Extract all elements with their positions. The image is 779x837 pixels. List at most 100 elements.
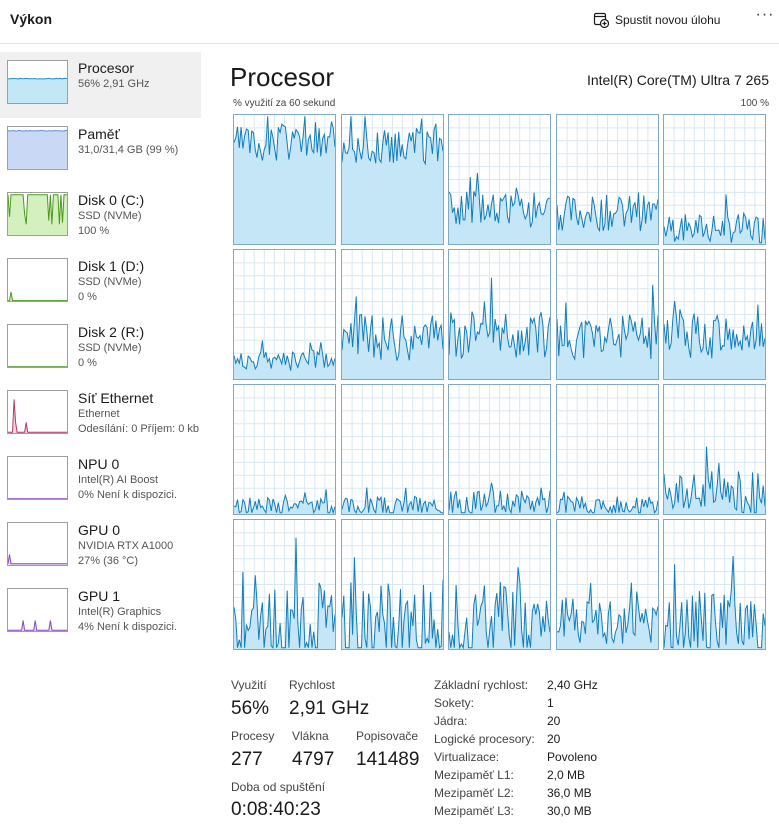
more-options-button[interactable]: ··· — [755, 6, 775, 23]
core-graph-18 — [555, 519, 659, 650]
utilization-max-label: 100 % — [740, 98, 769, 109]
core-graph-14 — [663, 384, 766, 515]
spec-key: Mezipaměť L2: — [434, 786, 514, 800]
spec-row: Mezipaměť L1: 2,0 MB — [434, 768, 634, 786]
sidebar-item-gpu-0[interactable]: GPU 0 NVIDIA RTX A1000 27% (36 °C) — [0, 514, 201, 580]
thumb-1-area — [8, 130, 67, 169]
disk-0-thumbnail — [7, 192, 68, 236]
core-9-area — [664, 301, 765, 379]
core-14-line — [664, 446, 765, 514]
core-graph-5 — [233, 249, 336, 380]
core-graph-svg — [449, 520, 550, 649]
handles-value: 141489 — [356, 749, 420, 770]
threads-value: 4797 — [292, 749, 335, 770]
sidebar-item-disk-1[interactable]: Disk 1 (D:) SSD (NVMe) 0 % — [0, 250, 201, 316]
core-graph-8 — [555, 249, 659, 380]
spec-key: Logické procesory: — [434, 732, 535, 746]
thumbnail-svg — [8, 194, 67, 235]
core-graph-10 — [233, 384, 336, 515]
core-5-line — [234, 340, 335, 371]
spec-row: Virtualizace: Povoleno — [434, 750, 634, 768]
core-16-line — [341, 557, 443, 649]
disk-2-thumbnail — [7, 324, 68, 368]
speed-label: Rychlost — [289, 678, 336, 692]
sidebar-item-disk-2[interactable]: Disk 2 (R:) SSD (NVMe) 0 % — [0, 316, 201, 382]
core-graph-svg — [341, 520, 443, 649]
sidebar-item-npu-0[interactable]: NPU 0 Intel(R) AI Boost 0% Není k dispoz… — [0, 448, 201, 514]
core-graph-svg — [556, 520, 658, 649]
sidebar-item-ethernet[interactable]: Síť Ethernet Ethernet Odesílání: 0 Příje… — [0, 382, 201, 448]
core-0-line — [234, 116, 335, 161]
thumbnail-svg — [8, 366, 67, 367]
sidebar-item-detail-2: 100 % — [78, 225, 110, 237]
core-graph-12 — [448, 384, 551, 515]
core-13-line — [556, 491, 658, 514]
core-15-line — [234, 537, 335, 649]
core-graph-0 — [233, 114, 336, 245]
core-graph-svg — [556, 115, 658, 244]
spec-row: Mezipaměť L3: 30,0 MB — [434, 804, 634, 822]
core-graph-svg — [449, 250, 550, 379]
core-graph-svg — [341, 385, 443, 514]
speed-value: 2,91 GHz — [289, 698, 370, 719]
gpu-1-thumbnail — [7, 588, 68, 632]
core-graph-svg — [234, 250, 335, 379]
spec-key: Základní rychlost: — [434, 678, 529, 692]
utilization-axis-label: % využití za 60 sekund — [233, 98, 336, 109]
top-bar: Výkon Spustit novou úlohu ··· — [0, 0, 779, 44]
spec-value: Povoleno — [547, 750, 598, 764]
sidebar-item-gpu-1[interactable]: GPU 1 Intel(R) Graphics 4% Není k dispoz… — [0, 580, 201, 646]
core-14-area — [664, 446, 765, 514]
core-4-line — [664, 194, 765, 244]
thumb-8-area — [8, 620, 67, 631]
core-7-line — [449, 277, 550, 359]
sidebar-item-label: Síť Ethernet — [78, 390, 154, 406]
sidebar-item-disk-0[interactable]: Disk 0 (C:) SSD (NVMe) 100 % — [0, 184, 201, 250]
thumb-2-area — [8, 194, 67, 235]
thumb-0-line — [8, 77, 67, 80]
core-graph-2 — [448, 114, 551, 245]
sidebar-item-detail: Intel(R) AI Boost — [78, 474, 159, 486]
core-2-area — [449, 172, 550, 244]
sidebar-item-label: Paměť — [78, 126, 120, 142]
core-graph-9 — [663, 249, 766, 380]
core-graph-svg — [664, 250, 765, 379]
thumbnail-svg — [8, 291, 67, 301]
sidebar-item-label: NPU 0 — [78, 456, 120, 472]
core-10-area — [234, 489, 335, 514]
thumbnail-svg — [8, 620, 67, 631]
core-graph-svg — [341, 250, 443, 379]
spec-key: Jádra: — [434, 714, 468, 728]
spec-value: 2,0 MB — [547, 768, 586, 782]
processor-title: Procesor — [230, 62, 335, 92]
sidebar-item-memory[interactable]: Paměť 31,0/31,4 GB (99 %) — [0, 118, 201, 184]
core-13-area — [556, 491, 658, 514]
sidebar-item-label: Procesor — [78, 60, 135, 76]
thumbnail-svg — [8, 129, 67, 169]
core-17-line — [449, 567, 550, 649]
sidebar-item-detail: SSD (NVMe) — [78, 210, 142, 222]
new-task-button[interactable]: Spustit novou úlohu — [593, 9, 720, 31]
core-graph-svg — [556, 250, 658, 379]
core-0-area — [234, 116, 335, 244]
page-title: Výkon — [10, 11, 53, 27]
core-graph-svg — [234, 385, 335, 514]
core-graph-svg — [556, 385, 658, 514]
thumb-5-line — [8, 399, 67, 433]
cpu-thumbnail — [7, 60, 68, 104]
core-graph-6 — [340, 249, 444, 380]
sidebar-item-cpu[interactable]: Procesor 56% 2,91 GHz — [0, 52, 201, 118]
core-18-line — [556, 582, 658, 645]
core-graph-svg — [664, 520, 765, 649]
ethernet-thumbnail — [7, 390, 68, 434]
new-task-icon — [593, 12, 609, 28]
spec-value: 2,40 GHz — [547, 678, 598, 692]
thumb-1-line — [8, 129, 67, 132]
processes-value: 277 — [231, 749, 263, 770]
npu-0-thumbnail — [7, 456, 68, 500]
spec-value: 36,0 MB — [547, 786, 592, 800]
core-3-line — [556, 192, 658, 233]
core-graph-19 — [663, 519, 766, 650]
core-graph-svg — [234, 115, 335, 244]
core-6-area — [341, 296, 443, 379]
